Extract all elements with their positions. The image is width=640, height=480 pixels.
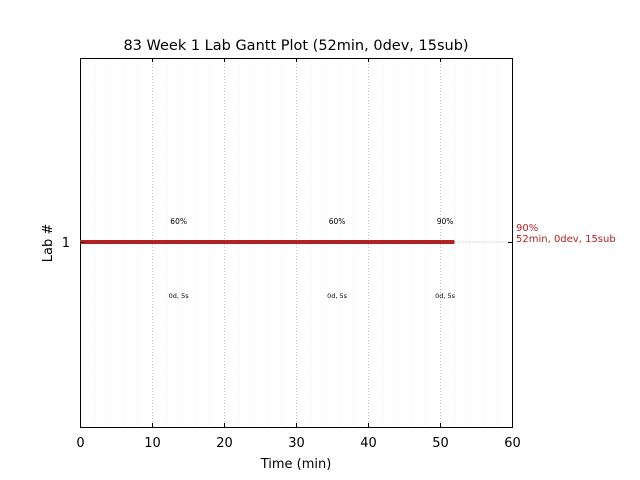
bar-annotation-dev-sub: 0d, 5s [327, 292, 348, 300]
x-tick-label: 20 [216, 436, 233, 451]
bar-annotation-percent: 60% [170, 217, 187, 226]
y-axis-label: Lab # [41, 224, 56, 263]
row-end-label-summary: 52min, 0dev, 15sub [516, 234, 616, 245]
x-tick-label: 30 [288, 436, 305, 451]
bar-annotation-dev-sub: 0d, 5s [435, 292, 456, 300]
x-axis-label: Time (min) [260, 457, 332, 472]
x-tick-label: 10 [144, 436, 161, 451]
x-tick-label: 50 [432, 436, 449, 451]
y-axis: 1 [62, 236, 512, 251]
row-end-label-percent: 90% [516, 223, 538, 234]
bar-annotation-percent: 60% [329, 217, 346, 226]
y-tick-label: 1 [62, 236, 70, 251]
bar-annotation-dev-sub: 0d, 5s [169, 292, 190, 300]
x-axis: 0 10 20 30 40 50 60 [76, 58, 521, 451]
x-tick-label: 40 [360, 436, 377, 451]
x-tick-label: 60 [504, 436, 521, 451]
chart-title: 83 Week 1 Lab Gantt Plot (52min, 0dev, 1… [123, 38, 468, 54]
bar-annotation-percent: 90% [437, 217, 454, 226]
x-tick-label: 0 [76, 436, 84, 451]
